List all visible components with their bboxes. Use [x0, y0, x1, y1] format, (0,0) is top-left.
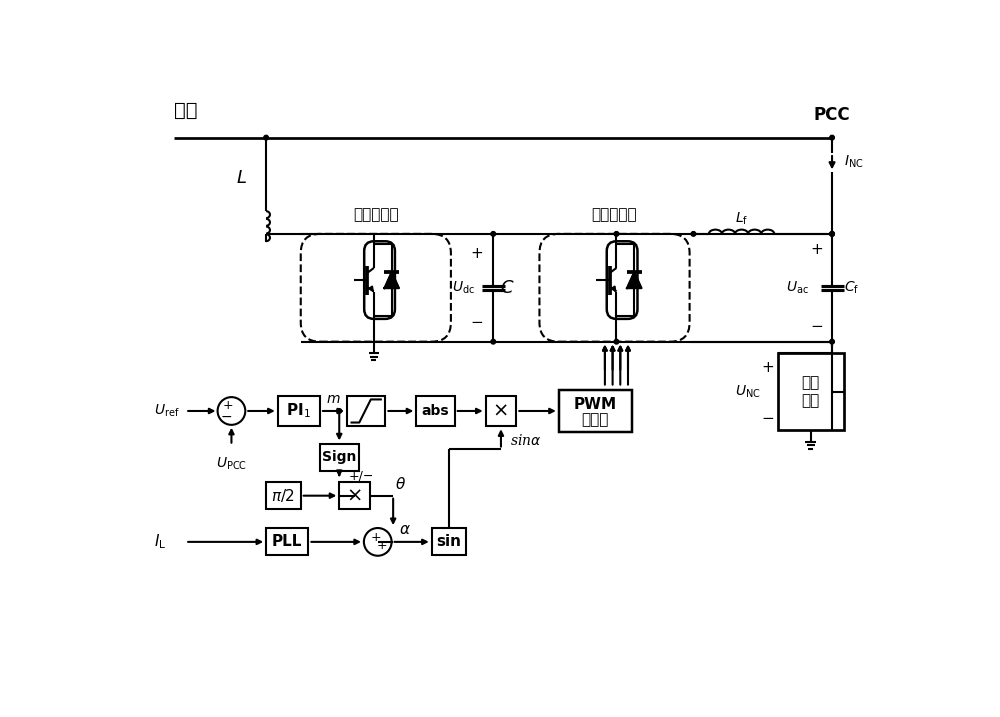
Text: $I_{\rm NC}$: $I_{\rm NC}$ [844, 154, 863, 171]
Text: 一级变流器: 一级变流器 [353, 207, 399, 222]
Polygon shape [627, 272, 642, 288]
FancyBboxPatch shape [539, 234, 690, 342]
Circle shape [830, 339, 834, 344]
Text: +: + [377, 539, 388, 552]
Circle shape [491, 232, 496, 236]
Text: $C$: $C$ [500, 279, 514, 297]
Circle shape [614, 339, 619, 344]
Text: sin$\alpha$: sin$\alpha$ [510, 433, 542, 447]
Bar [432, 528, 466, 556]
Circle shape [830, 136, 834, 140]
Text: +/−: +/− [348, 470, 374, 483]
Text: PWM: PWM [574, 397, 617, 412]
Text: 本地: 本地 [802, 375, 820, 390]
Circle shape [264, 136, 268, 140]
Circle shape [830, 232, 834, 236]
Text: +: + [810, 242, 823, 257]
Circle shape [691, 232, 696, 236]
Text: $L_{\rm f}$: $L_{\rm f}$ [735, 210, 748, 227]
Text: $U_{\rm PCC}$: $U_{\rm PCC}$ [216, 455, 247, 472]
Text: $C_{\rm f}$: $C_{\rm f}$ [844, 280, 859, 296]
Circle shape [337, 409, 342, 413]
Bar [778, 353, 844, 430]
Text: 负荷: 负荷 [802, 394, 820, 409]
Text: abs: abs [422, 404, 449, 418]
Text: −: − [762, 411, 775, 426]
Text: $L$: $L$ [236, 169, 247, 187]
Text: ×: × [346, 486, 363, 505]
Text: 发生器: 发生器 [582, 412, 609, 427]
Text: $U_{\rm dc}$: $U_{\rm dc}$ [452, 280, 476, 296]
Text: $\pi/2$: $\pi/2$ [271, 487, 295, 504]
Bar [347, 396, 385, 427]
Text: −: − [470, 315, 483, 330]
Text: $m$: $m$ [326, 392, 340, 407]
Text: $U_{\rm NC}$: $U_{\rm NC}$ [735, 384, 760, 400]
Bar [278, 396, 320, 427]
Text: −: − [221, 410, 233, 424]
Text: +: + [762, 360, 775, 374]
Bar [339, 483, 370, 509]
Text: PLL: PLL [272, 534, 302, 549]
Bar [320, 444, 359, 470]
Polygon shape [384, 272, 399, 288]
Circle shape [364, 528, 392, 556]
Bar [266, 483, 301, 509]
Circle shape [614, 232, 619, 236]
Bar [559, 390, 632, 432]
Text: $U_{\rm ac}$: $U_{\rm ac}$ [786, 280, 809, 296]
Text: PCC: PCC [814, 105, 850, 123]
Bar [266, 528, 308, 556]
Text: +: + [223, 399, 234, 412]
Bar [486, 396, 516, 427]
Text: −: − [810, 319, 823, 334]
Text: $U_{\rm ref}$: $U_{\rm ref}$ [154, 403, 180, 419]
Text: Sign: Sign [322, 450, 356, 464]
Text: 二级变流器: 二级变流器 [592, 207, 637, 222]
Text: +: + [470, 246, 483, 261]
Text: ×: × [493, 402, 509, 420]
Text: $I_{\rm L}$: $I_{\rm L}$ [154, 533, 167, 551]
Text: $\theta$: $\theta$ [395, 476, 407, 492]
Text: $\mathbf{PI}_1$: $\mathbf{PI}_1$ [286, 402, 311, 420]
Text: sin: sin [436, 534, 461, 549]
Text: $\alpha$: $\alpha$ [399, 523, 411, 537]
Bar [416, 396, 455, 427]
Text: 电网: 电网 [174, 101, 197, 120]
Circle shape [491, 339, 496, 344]
Text: +: + [370, 531, 381, 543]
Circle shape [218, 397, 245, 425]
FancyBboxPatch shape [301, 234, 451, 342]
Circle shape [830, 232, 834, 236]
